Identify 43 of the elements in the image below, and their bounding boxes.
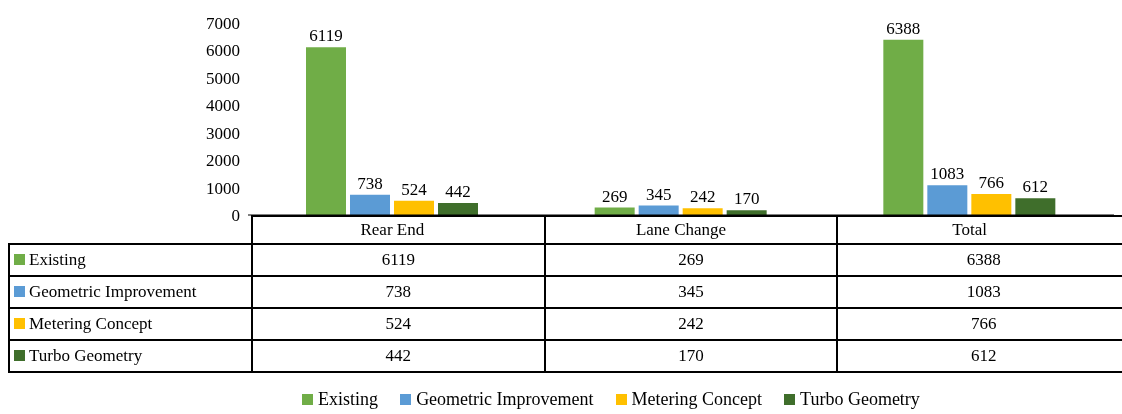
y-tick-label: 0 bbox=[231, 206, 240, 226]
y-tick-label: 3000 bbox=[206, 123, 240, 143]
y-tick-label: 1000 bbox=[206, 178, 240, 198]
text: 612 bbox=[837, 340, 1122, 372]
data-label: 442 bbox=[445, 181, 471, 201]
text: 170 bbox=[544, 340, 838, 372]
data-label: 524 bbox=[401, 179, 428, 199]
data-label: 766 bbox=[978, 172, 1005, 192]
data-label: 612 bbox=[1022, 177, 1049, 197]
legend-label: Metering Concept bbox=[631, 389, 763, 410]
y-tick-label: 2000 bbox=[206, 151, 240, 171]
text: 6388 bbox=[837, 244, 1122, 276]
text: 1083 bbox=[837, 276, 1122, 308]
y-tick-label: 4000 bbox=[206, 96, 240, 116]
text: 6119 bbox=[252, 244, 545, 276]
text: 442 bbox=[252, 340, 545, 372]
text: Turbo Geometry bbox=[29, 346, 143, 365]
text: Metering Concept bbox=[29, 314, 153, 333]
y-tick-label: 6000 bbox=[206, 41, 240, 61]
legend-label: Turbo Geometry bbox=[800, 389, 920, 410]
legend-label: Existing bbox=[318, 389, 379, 410]
data-label: 242 bbox=[689, 187, 716, 207]
x-tick-label: Total bbox=[952, 220, 988, 240]
text: 524 bbox=[252, 308, 545, 340]
data-label: 1083 bbox=[930, 164, 965, 184]
text: 738 bbox=[252, 276, 545, 308]
y-tick-label: 7000 bbox=[206, 14, 240, 34]
text: 766 bbox=[837, 308, 1122, 340]
text: 269 bbox=[544, 244, 838, 276]
y-tick-label: 5000 bbox=[206, 68, 240, 88]
text: Existing bbox=[29, 250, 86, 269]
text: Geometric Improvement bbox=[416, 389, 594, 409]
text: 345 bbox=[544, 276, 838, 308]
data-label: 170 bbox=[733, 189, 760, 209]
data-label: 269 bbox=[601, 186, 628, 206]
text: 242 bbox=[544, 308, 838, 340]
data-label: 6119 bbox=[309, 26, 343, 46]
data-label: 6388 bbox=[886, 18, 921, 38]
legend-label: Geometric Improvement bbox=[9, 276, 252, 308]
data-label: 738 bbox=[357, 173, 383, 193]
x-tick-label: Rear End bbox=[360, 220, 425, 240]
data-label: 345 bbox=[645, 184, 672, 204]
x-tick-label: Lane Change bbox=[635, 220, 727, 240]
